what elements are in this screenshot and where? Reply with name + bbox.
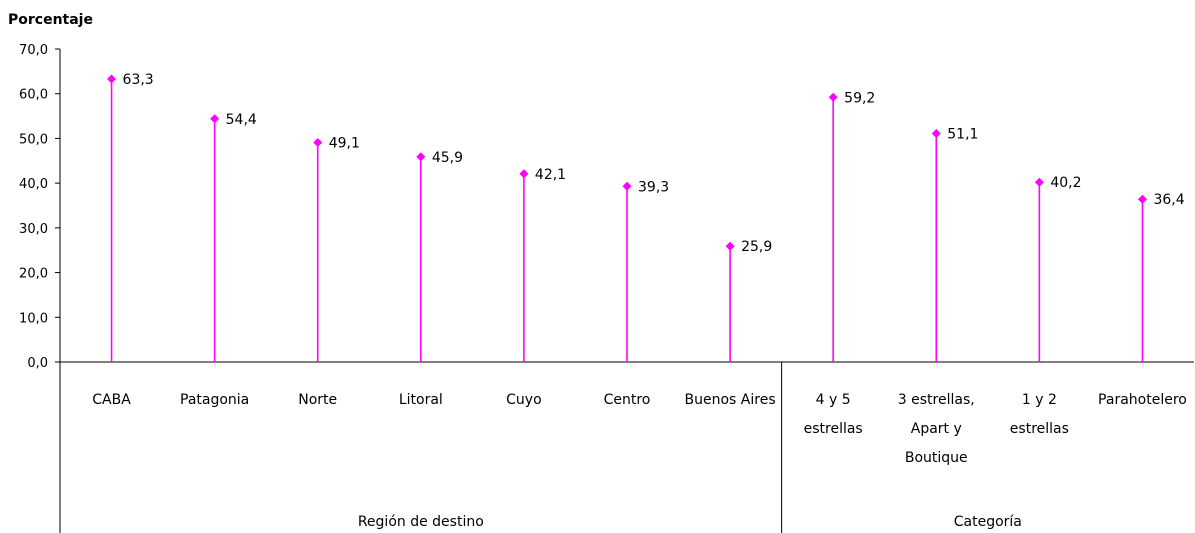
category-label: Cuyo [506,392,542,408]
category-label: Norte [298,392,337,408]
point-marker [931,129,941,139]
point-marker [1137,194,1147,204]
data-label: 40,2 [1050,175,1081,191]
y-tick-label: 50,0 [19,132,48,147]
category-label: Boutique [905,450,968,466]
category-label: estrellas [804,421,863,437]
data-label: 63,3 [123,72,154,88]
category-label: Litoral [399,392,443,408]
data-label: 42,1 [535,167,566,183]
point-marker [828,92,838,102]
y-tick-label: 20,0 [19,267,48,282]
y-tick-label: 70,0 [19,43,48,58]
y-tick-label: 0,0 [27,356,48,371]
group-label: Categoría [954,514,1022,530]
point-marker [313,137,323,147]
point-marker [1034,177,1044,187]
group-label: Región de destino [358,514,484,530]
data-label: 49,1 [329,135,360,151]
category-label: 1 y 2 [1022,392,1057,408]
data-label: 59,2 [844,90,875,106]
y-tick-label: 30,0 [19,222,48,237]
category-label: Buenos Aires [685,392,776,408]
y-tick-label: 10,0 [19,311,48,326]
data-label: 36,4 [1153,192,1184,208]
data-label: 39,3 [638,179,669,195]
category-label: Apart y [911,421,962,437]
data-marks: 63,3 54,4 49,1 45,9 42,1 39,3 25,9 59,2 51,1 40,2… [107,72,1185,362]
point-marker [725,241,735,251]
category-label: Parahotelero [1098,392,1187,408]
point-marker [210,114,220,124]
data-label: 45,9 [432,150,463,166]
point-marker [416,152,426,162]
category-labels: Región de destino Categoría CABA Patagonia N… [92,392,1187,530]
point-marker [519,169,529,179]
y-axis-label: Porcentaje [8,12,93,28]
y-tick-label: 60,0 [19,88,48,103]
y-tick-label: 40,0 [19,177,48,192]
data-label: 54,4 [226,112,257,128]
category-label: 4 y 5 [816,392,851,408]
point-marker [622,181,632,191]
category-label: Patagonia [180,392,249,408]
category-label: estrellas [1010,421,1069,437]
category-label: Centro [604,392,651,408]
axes: 0,0 10,0 20,0 30,0 40,0 50,0 60,0 70,0 [19,43,1194,533]
point-marker [107,74,117,84]
data-label: 51,1 [947,127,978,143]
data-label: 25,9 [741,239,772,255]
category-label: 3 estrellas, [898,392,975,408]
category-label: CABA [92,392,131,408]
